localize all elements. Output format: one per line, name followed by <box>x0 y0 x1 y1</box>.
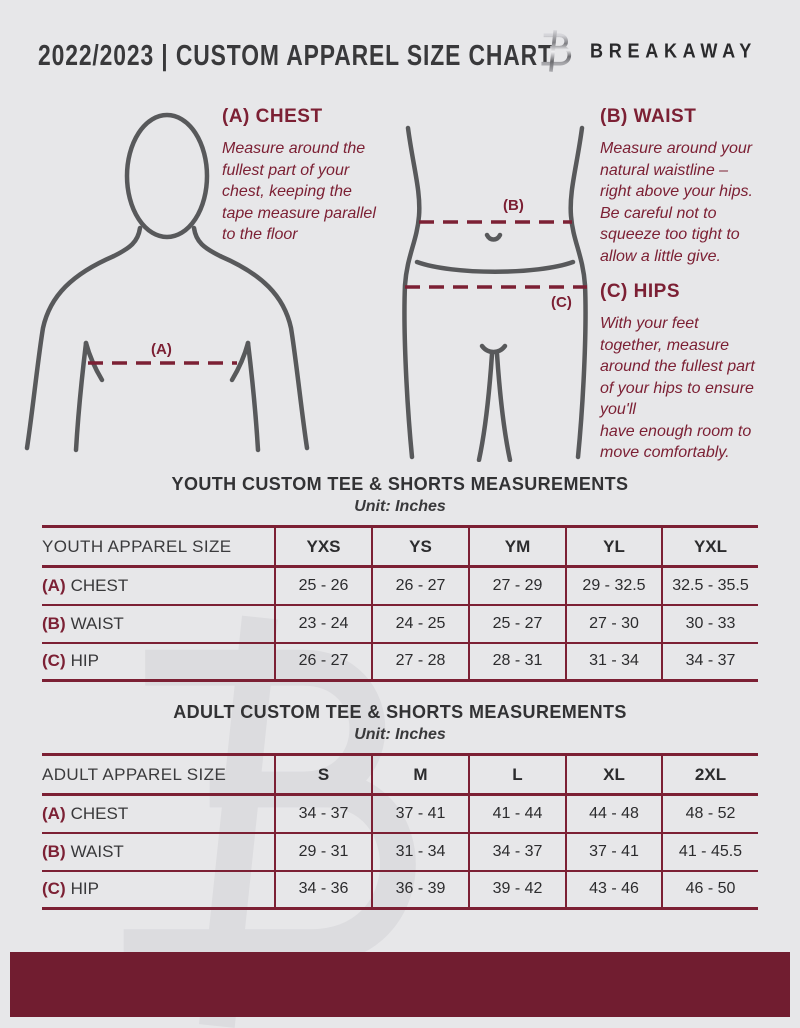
hip-line-label: (C) <box>551 294 572 311</box>
size-header-ys: YS <box>371 526 469 567</box>
row-key: (C) <box>42 879 66 899</box>
measurement-value: 46 - 50 <box>661 870 758 909</box>
measurement-value: 29 - 31 <box>274 832 372 871</box>
brand-logo: BREAKAWAY <box>534 28 766 76</box>
table-row-adult-hip: (C) HIP 34 - 36 36 - 39 39 - 42 43 - 46 4… <box>42 870 758 909</box>
measurement-value: 34 - 36 <box>274 870 372 909</box>
measurement-value: 26 - 27 <box>371 566 469 605</box>
measurement-value: 25 - 26 <box>274 566 372 605</box>
measurement-value: 30 - 33 <box>661 604 758 643</box>
size-header-xl: XL <box>565 754 662 795</box>
row-label-waist: (B) WAIST <box>42 605 275 643</box>
hips-instruction: (C) HIPS With your feet together, measur… <box>600 281 800 464</box>
measurement-value: 34 - 37 <box>468 832 566 871</box>
measurement-value: 28 - 31 <box>468 642 566 681</box>
table-row-adult-waist: (B) WAIST 29 - 31 31 - 34 34 - 37 37 - 41… <box>42 832 758 871</box>
youth-size-column-header: YOUTH APPAREL SIZE <box>42 536 232 556</box>
measurement-value: 23 - 24 <box>274 604 372 643</box>
measurement-value: 48 - 52 <box>661 794 758 833</box>
adult-size-table: ADULT APPAREL SIZE S M L XL 2XL (A) CHEST… <box>42 753 758 910</box>
table-row-youth-chest: (A) CHEST 25 - 26 26 - 27 27 - 29 29 - 32… <box>42 566 758 605</box>
size-header-m: M <box>371 754 469 795</box>
row-name: HIP <box>70 651 99 671</box>
measurement-value: 29 - 32.5 <box>565 566 662 605</box>
row-key: (C) <box>42 651 66 671</box>
measurement-value: 37 - 41 <box>371 794 469 833</box>
brand-name: BREAKAWAY <box>590 40 758 63</box>
row-key: (A) <box>42 575 66 595</box>
measurement-value: 34 - 37 <box>661 642 758 681</box>
chest-line-label: (A) <box>151 341 172 358</box>
hips-instruction-body: With your feet together, measure around … <box>600 315 755 461</box>
measurement-value: 26 - 27 <box>274 642 372 681</box>
waist-line-label: (B) <box>503 197 524 214</box>
chest-instruction-body: Measure around the fullest part of your … <box>222 140 376 243</box>
measurement-value: 27 - 30 <box>565 604 662 643</box>
table-row-youth-waist: (B) WAIST 23 - 24 24 - 25 25 - 27 27 - 30… <box>42 604 758 643</box>
size-header-s: S <box>274 754 372 795</box>
youth-table-title: YOUTH CUSTOM TEE & SHORTS MEASUREMENTS <box>171 474 629 494</box>
measurement-value: 32.5 - 35.5 <box>661 566 758 605</box>
row-name: CHEST <box>70 803 129 823</box>
measurement-value: 27 - 28 <box>371 642 469 681</box>
row-key: (B) <box>42 613 66 633</box>
adult-table-title: ADULT CUSTOM TEE & SHORTS MEASUREMENTS <box>173 702 627 722</box>
adult-table-unit: Unit: Inches <box>354 726 446 743</box>
youth-table-unit: Unit: Inches <box>354 498 446 515</box>
table-row-youth-hip: (C) HIP 26 - 27 27 - 28 28 - 31 31 - 34 3… <box>42 642 758 681</box>
measurement-value: 31 - 34 <box>371 832 469 871</box>
measurement-value: 41 - 45.5 <box>661 832 758 871</box>
measurement-value: 25 - 27 <box>468 604 566 643</box>
row-key: (A) <box>42 803 66 823</box>
waist-instruction-body: Measure around your natural waistline – … <box>600 140 753 265</box>
row-label-chest: (A) CHEST <box>42 567 275 605</box>
size-header-l: L <box>468 754 566 795</box>
size-header-yl: YL <box>565 526 662 567</box>
size-header-ym: YM <box>468 526 566 567</box>
youth-header-row: YOUTH APPAREL SIZE YXS YS YM YL YXL <box>42 526 758 567</box>
chest-instruction-heading: (A) CHEST <box>222 106 323 127</box>
youth-size-table: YOUTH APPAREL SIZE YXS YS YM YL YXL (A) C… <box>42 525 758 682</box>
measurement-value: 41 - 44 <box>468 794 566 833</box>
hips-figure-icon: (B) (C) <box>402 125 588 462</box>
measurement-value: 43 - 46 <box>565 870 662 909</box>
row-label-hip: (C) HIP <box>42 643 275 681</box>
adult-header-row: ADULT APPAREL SIZE S M L XL 2XL <box>42 754 758 795</box>
size-header-yxl: YXL <box>661 526 758 567</box>
row-label-hip: (C) HIP <box>42 871 275 909</box>
row-name: WAIST <box>70 613 124 633</box>
row-label-waist: (B) WAIST <box>42 833 275 871</box>
measurement-value: 34 - 37 <box>274 794 372 833</box>
chest-figure-icon: (A) <box>24 112 310 453</box>
measurement-value: 24 - 25 <box>371 604 469 643</box>
size-header-2xl: 2XL <box>661 754 758 795</box>
row-name: WAIST <box>70 841 124 861</box>
measurement-value: 39 - 42 <box>468 870 566 909</box>
size-header-yxs: YXS <box>274 526 372 567</box>
footer-accent-bar <box>10 952 790 1017</box>
breakaway-logo-icon <box>540 29 572 72</box>
measurement-value: 31 - 34 <box>565 642 662 681</box>
measurement-value: 36 - 39 <box>371 870 469 909</box>
hips-instruction-heading: (C) HIPS <box>600 281 680 302</box>
table-row-adult-chest: (A) CHEST 34 - 37 37 - 41 41 - 44 44 - 48… <box>42 794 758 833</box>
chest-instruction: (A) CHEST Measure around the fullest par… <box>222 106 407 246</box>
adult-size-column-header: ADULT APPAREL SIZE <box>42 764 227 784</box>
row-key: (B) <box>42 841 66 861</box>
measurement-value: 27 - 29 <box>468 566 566 605</box>
row-name: HIP <box>70 879 99 899</box>
row-label-chest: (A) CHEST <box>42 795 275 833</box>
row-name: CHEST <box>70 575 129 595</box>
measurement-value: 37 - 41 <box>565 832 662 871</box>
page-title: 2022/2023 | CUSTOM APPAREL SIZE CHART <box>38 38 553 72</box>
measurement-value: 44 - 48 <box>565 794 662 833</box>
waist-instruction: (B) WAIST Measure around your natural wa… <box>600 106 795 267</box>
waist-instruction-heading: (B) WAIST <box>600 106 697 127</box>
